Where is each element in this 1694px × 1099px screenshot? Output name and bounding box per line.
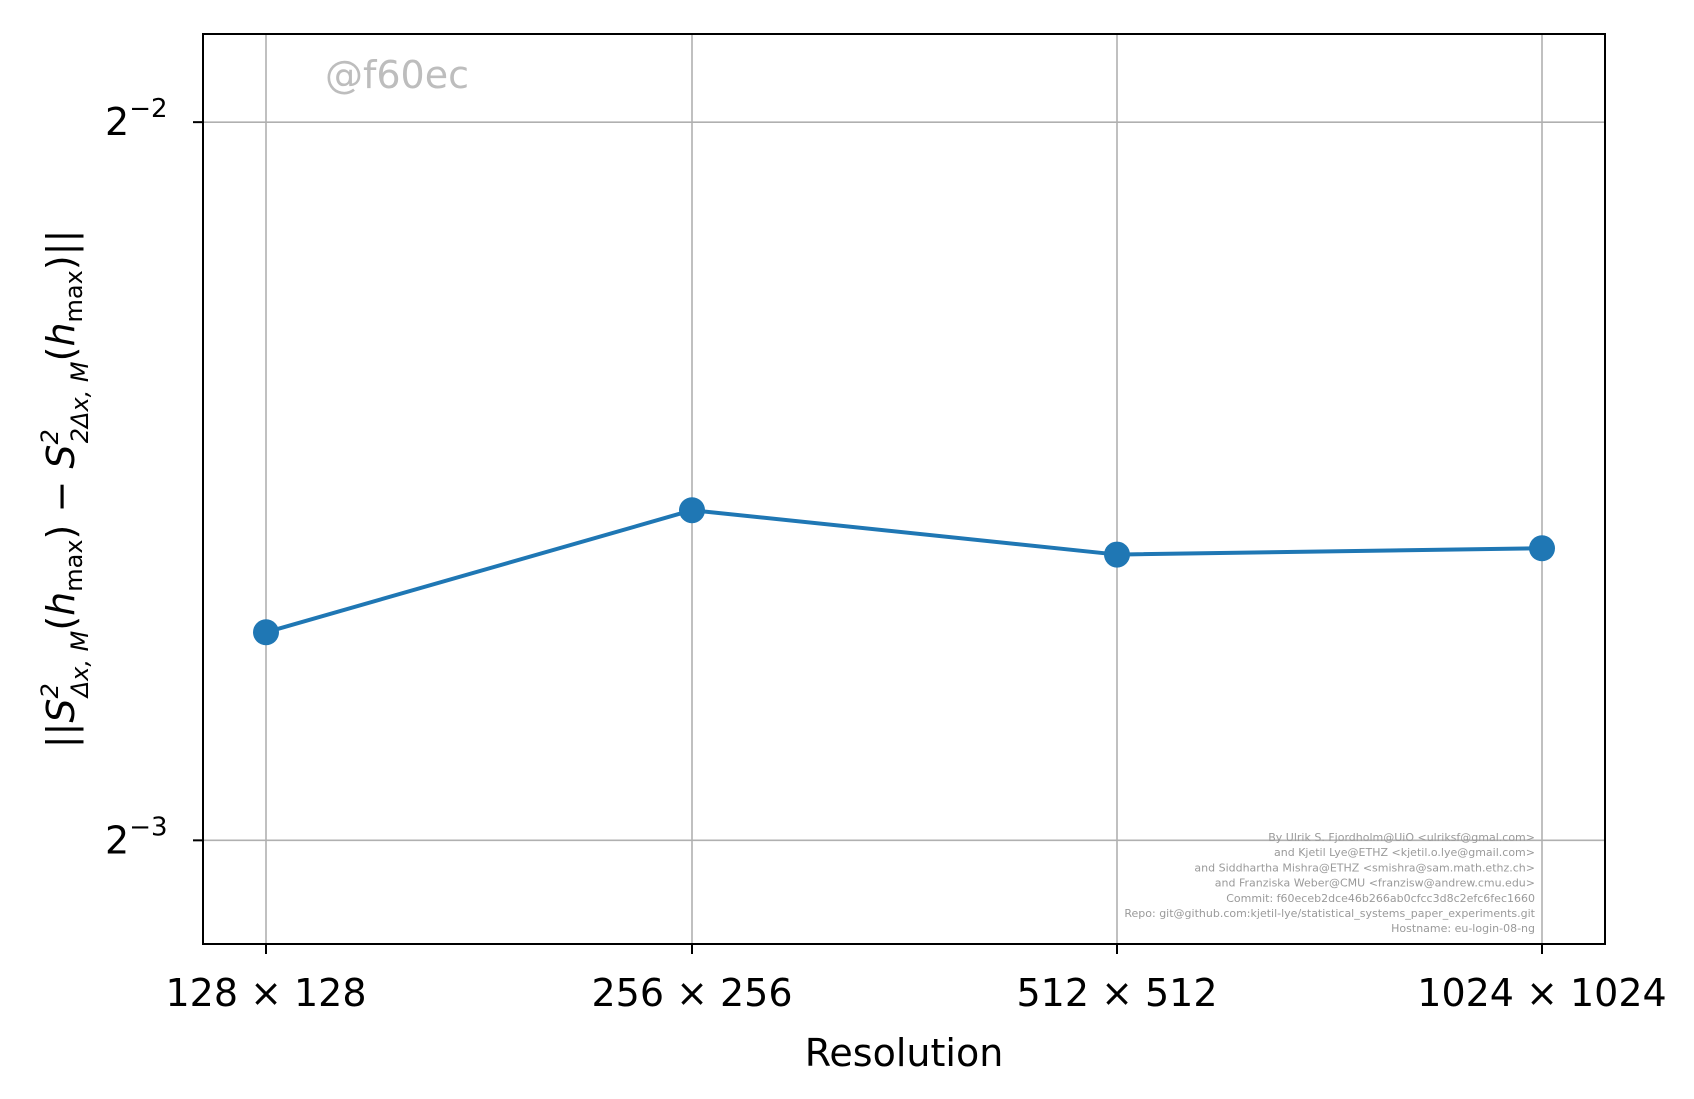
x-tick-label: 1024 × 1024	[1417, 971, 1666, 1015]
y-axis-label: ||S2Δx, M(hmax) − S22Δx, M(hmax)||	[36, 230, 94, 749]
grid	[203, 34, 1605, 944]
ticks-layer: 128 × 128 256 × 256 512 × 512 1024 × 1024 2−…	[105, 94, 1667, 1015]
series-line	[265, 508, 1543, 635]
series-layer	[253, 497, 1555, 646]
credits-line: and Siddhartha Mishra@ETHZ <smishra@sam.…	[1194, 861, 1535, 874]
data-point	[1104, 541, 1130, 568]
y-axis-label-group: ||S2Δx, M(hmax) − S22Δx, M(hmax)||	[36, 230, 94, 749]
credits-line: and Franziska Weber@CMU <franzisw@andrew…	[1215, 877, 1535, 890]
credits-line: By Ulrik S. Fjordholm@UiO <ulriksf@gmal.…	[1268, 831, 1535, 844]
data-point	[253, 619, 279, 646]
plot-frame	[202, 33, 1606, 945]
data-point	[679, 497, 705, 524]
data-point	[1529, 535, 1555, 562]
y-tick-label: 2−2	[105, 94, 168, 144]
x-tick-label: 256 × 256	[591, 971, 792, 1015]
y-tick-label: 2−3	[105, 812, 168, 862]
credits-block: By Ulrik S. Fjordholm@UiO <ulriksf@gmal.…	[1124, 831, 1535, 935]
watermark: @f60ec	[325, 53, 469, 97]
x-tick-label: 128 × 128	[165, 971, 366, 1015]
x-axis-label: Resolution	[805, 1031, 1004, 1075]
credits-line: Commit: f60eceb2dce46b266ab0cfcc3d8c2efc…	[1226, 892, 1535, 905]
x-tick-label: 512 × 512	[1016, 971, 1217, 1015]
credits-line: Hostname: eu-login-08-ng	[1391, 922, 1535, 935]
credits-line: Repo: git@github.com:kjetil-lye/statisti…	[1124, 907, 1535, 920]
credits-line: and Kjetil Lye@ETHZ <kjetil.o.lye@gmail.…	[1274, 846, 1535, 859]
